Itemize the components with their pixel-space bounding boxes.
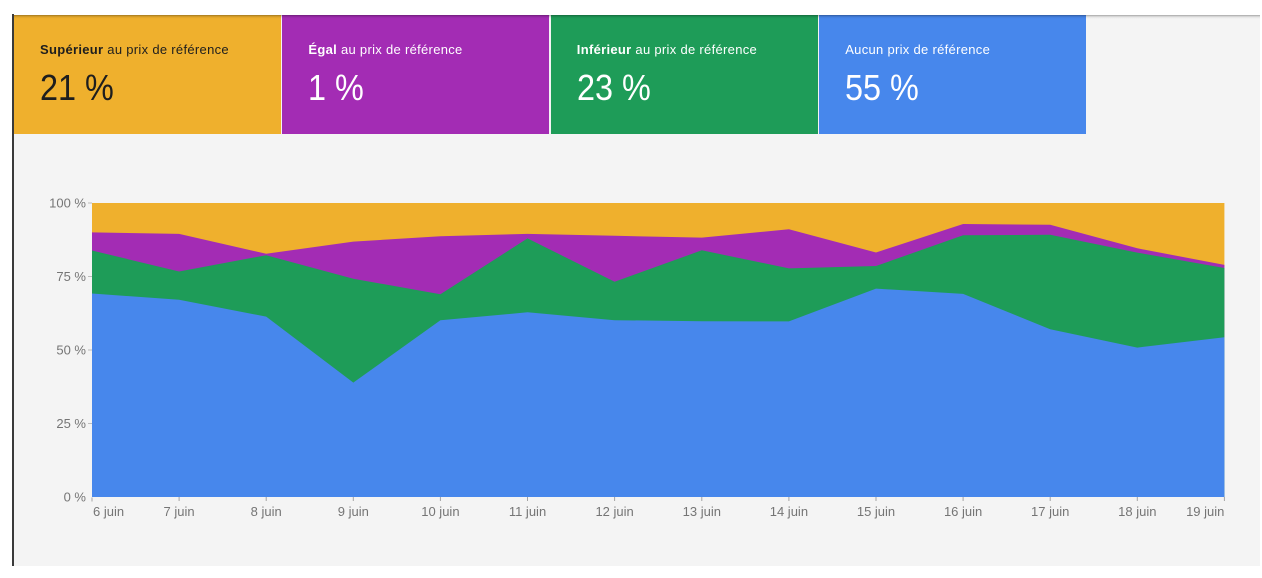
- svg-text:18 juin: 18 juin: [1118, 504, 1156, 519]
- svg-text:6 juin: 6 juin: [93, 504, 124, 519]
- svg-text:17 juin: 17 juin: [1031, 504, 1069, 519]
- svg-text:19 juin: 19 juin: [1186, 504, 1224, 519]
- svg-text:0 %: 0 %: [64, 490, 87, 505]
- svg-text:25 %: 25 %: [56, 416, 86, 431]
- svg-text:12 juin: 12 juin: [595, 504, 633, 519]
- svg-text:50 %: 50 %: [56, 343, 86, 358]
- svg-text:100 %: 100 %: [49, 196, 86, 211]
- svg-text:13 juin: 13 juin: [683, 504, 721, 519]
- svg-text:75 %: 75 %: [56, 269, 86, 284]
- svg-text:14 juin: 14 juin: [770, 504, 808, 519]
- svg-text:7 juin: 7 juin: [164, 504, 195, 519]
- svg-text:11 juin: 11 juin: [509, 504, 546, 519]
- svg-text:9 juin: 9 juin: [338, 504, 369, 519]
- svg-text:10 juin: 10 juin: [421, 504, 459, 519]
- svg-text:8 juin: 8 juin: [251, 504, 282, 519]
- svg-text:15 juin: 15 juin: [857, 504, 895, 519]
- svg-text:16 juin: 16 juin: [944, 504, 982, 519]
